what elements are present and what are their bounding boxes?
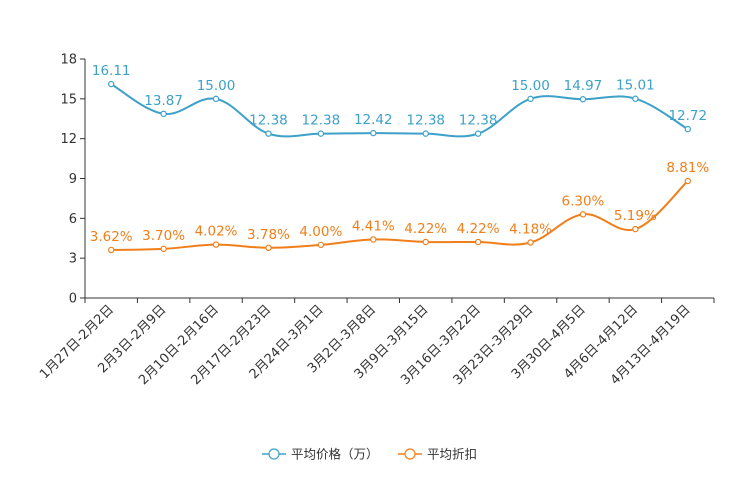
data-label: 8.81% <box>666 160 709 176</box>
data-point[interactable] <box>684 177 691 185</box>
data-label: 15.00 <box>511 78 550 94</box>
y-tick-label: 9 <box>69 172 77 187</box>
data-point[interactable] <box>317 241 325 249</box>
x-axis: 1月27日-2月2日2月3日-2月9日2月10日-2月16日2月17日-2月23… <box>37 297 715 388</box>
data-point[interactable] <box>579 211 587 218</box>
data-point[interactable] <box>160 245 167 253</box>
data-label: 4.18% <box>509 221 552 237</box>
legend[interactable]: 平均价格（万） 平均折扣 <box>262 447 477 462</box>
legend-item[interactable]: 平均折扣 <box>398 447 477 462</box>
data-point[interactable] <box>108 80 115 88</box>
data-label: 6.30% <box>562 193 605 209</box>
data-point[interactable] <box>632 95 639 102</box>
legend-label: 平均折扣 <box>427 447 477 462</box>
data-point[interactable] <box>108 246 115 254</box>
y-tick-label: 15 <box>60 92 77 107</box>
y-tick-label: 3 <box>69 252 77 267</box>
data-point[interactable] <box>212 241 220 248</box>
data-label: 12.72 <box>668 108 707 124</box>
data-point[interactable] <box>265 244 272 252</box>
data-point[interactable] <box>265 130 272 137</box>
data-point[interactable] <box>317 130 325 137</box>
data-label: 13.87 <box>144 93 183 109</box>
data-label: 12.38 <box>249 113 288 129</box>
data-label: 5.19% <box>614 208 657 224</box>
data-label: 12.38 <box>459 113 498 129</box>
series-avg-discount: 3.62% 3.70% 4.02% 3.78% 4.00% 4.41% 4.22% 4.22%… <box>90 160 709 254</box>
data-label: 3.78% <box>247 227 290 243</box>
data-label: 16.11 <box>92 63 131 79</box>
y-tick-label: 6 <box>69 212 77 227</box>
data-label: 12.38 <box>406 113 445 129</box>
y-axis: 0 3 6 9 12 15 18 <box>60 53 86 307</box>
data-label: 4.22% <box>457 221 500 237</box>
data-label: 12.42 <box>354 112 393 128</box>
data-label: 12.38 <box>302 113 341 129</box>
data-point[interactable] <box>527 95 534 103</box>
data-label: 3.70% <box>142 228 185 244</box>
data-label: 4.41% <box>352 218 395 234</box>
data-point[interactable] <box>474 238 482 246</box>
data-point[interactable] <box>474 130 482 137</box>
legend-item[interactable]: 平均价格（万） <box>262 447 379 462</box>
y-tick-label: 12 <box>60 132 77 147</box>
data-label: 4.22% <box>404 221 447 237</box>
y-tick-label: 0 <box>69 292 77 307</box>
data-point[interactable] <box>632 225 639 233</box>
series-avg-price: 16.11 13.87 15.00 12.38 12.38 12.42 12.38 12.38… <box>92 63 707 138</box>
data-label: 15.00 <box>197 78 236 94</box>
legend-swatch-marker <box>404 448 416 460</box>
data-point[interactable] <box>422 130 429 137</box>
data-label: 14.97 <box>564 78 603 94</box>
data-point[interactable] <box>160 110 167 118</box>
legend-swatch-marker <box>268 448 280 460</box>
data-point[interactable] <box>370 129 377 137</box>
data-label: 3.62% <box>90 229 133 245</box>
data-point[interactable] <box>212 95 220 103</box>
data-label: 4.02% <box>195 224 238 240</box>
data-point[interactable] <box>527 239 534 246</box>
data-point[interactable] <box>370 236 377 243</box>
y-tick-label: 18 <box>60 53 77 68</box>
data-label: 4.00% <box>299 224 342 240</box>
legend-label: 平均价格（万） <box>291 447 379 462</box>
series-layer: 16.11 13.87 15.00 12.38 12.38 12.42 12.38 12.38… <box>90 63 709 254</box>
data-point[interactable] <box>422 238 429 246</box>
data-point[interactable] <box>684 125 691 133</box>
data-label: 15.01 <box>616 78 655 94</box>
data-point[interactable] <box>579 96 587 103</box>
